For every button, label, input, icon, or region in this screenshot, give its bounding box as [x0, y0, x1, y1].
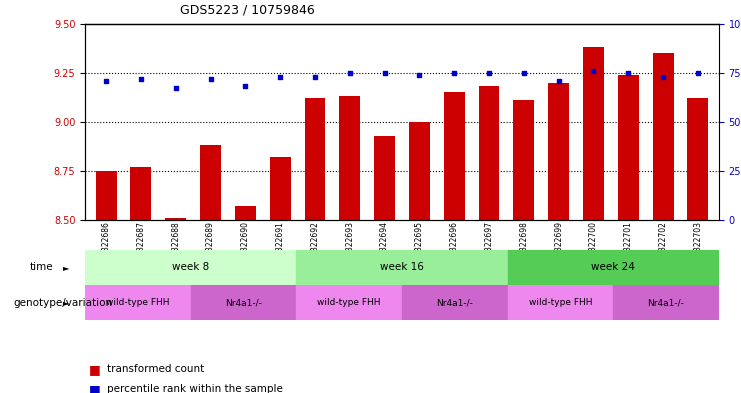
Bar — [514, 100, 534, 220]
Bar — [296, 285, 402, 320]
Bar — [614, 285, 719, 320]
Point — [344, 70, 356, 76]
Bar — [402, 285, 508, 320]
Bar — [409, 122, 430, 220]
Bar — [96, 171, 116, 220]
Point — [100, 77, 112, 84]
Bar — [235, 206, 256, 220]
Text: time: time — [30, 262, 53, 272]
Text: genotype/variation: genotype/variation — [13, 298, 113, 308]
Bar — [618, 75, 639, 220]
Bar — [548, 83, 569, 220]
Point — [135, 75, 147, 82]
Text: percentile rank within the sample: percentile rank within the sample — [107, 384, 283, 393]
Text: week 24: week 24 — [591, 262, 635, 272]
Bar — [339, 96, 360, 220]
Text: Nr4a1-/-: Nr4a1-/- — [225, 298, 262, 307]
Bar — [444, 92, 465, 220]
Point — [309, 73, 321, 80]
Text: Nr4a1-/-: Nr4a1-/- — [436, 298, 473, 307]
Text: ■: ■ — [89, 382, 101, 393]
Text: Nr4a1-/-: Nr4a1-/- — [648, 298, 685, 307]
Point — [170, 85, 182, 92]
Point — [518, 70, 530, 76]
Bar — [130, 167, 151, 220]
Point — [448, 70, 460, 76]
Text: ■: ■ — [89, 363, 101, 376]
Point — [657, 73, 669, 80]
Point — [413, 72, 425, 78]
Text: wild-type FHH: wild-type FHH — [317, 298, 381, 307]
Point — [205, 75, 216, 82]
Bar — [583, 47, 604, 220]
Text: ►: ► — [63, 263, 70, 272]
Bar — [688, 98, 708, 220]
Point — [379, 70, 391, 76]
Point — [588, 68, 599, 74]
Text: ►: ► — [63, 298, 70, 307]
Bar — [85, 285, 191, 320]
Bar — [85, 250, 296, 285]
Point — [239, 83, 251, 90]
Bar — [200, 145, 221, 220]
Point — [622, 70, 634, 76]
Point — [553, 77, 565, 84]
Text: week 16: week 16 — [380, 262, 424, 272]
Text: transformed count: transformed count — [107, 364, 205, 375]
Bar — [479, 86, 499, 220]
Bar — [191, 285, 296, 320]
Text: GDS5223 / 10759846: GDS5223 / 10759846 — [180, 3, 315, 16]
Text: week 8: week 8 — [172, 262, 210, 272]
Text: wild-type FHH: wild-type FHH — [106, 298, 170, 307]
Bar — [374, 136, 395, 220]
Bar — [653, 53, 674, 220]
Point — [692, 70, 704, 76]
Bar — [508, 285, 614, 320]
Text: wild-type FHH: wild-type FHH — [528, 298, 592, 307]
Bar — [296, 250, 508, 285]
Bar — [165, 218, 186, 220]
Bar — [305, 98, 325, 220]
Point — [483, 70, 495, 76]
Bar — [270, 157, 290, 220]
Bar — [508, 250, 719, 285]
Point — [274, 73, 286, 80]
